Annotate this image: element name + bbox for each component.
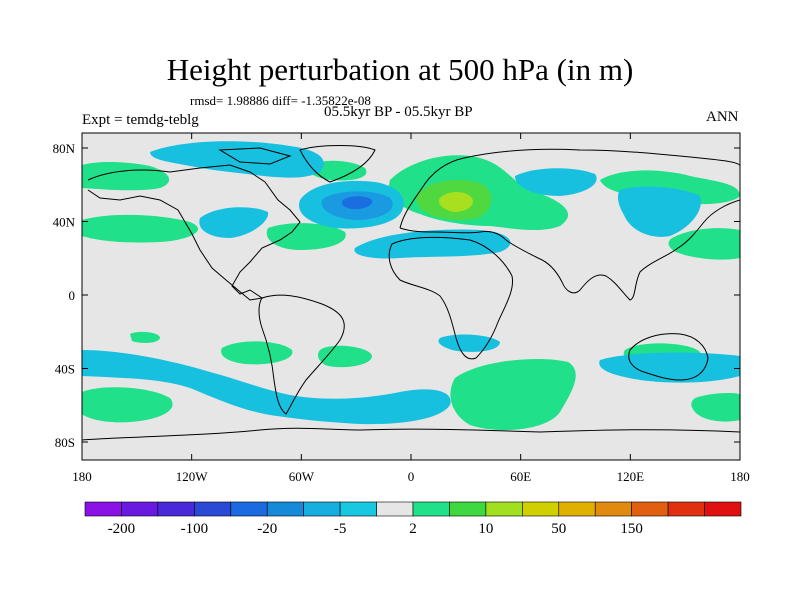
coastline-arctic-islands: [218, 147, 292, 165]
coastline-australia: [628, 333, 709, 381]
colorbar-label: -20: [257, 521, 277, 537]
colorbar-label: 2: [409, 521, 417, 537]
experiment-label: Expt = temdg-teblg: [82, 112, 199, 128]
lon-tick-label: 60E: [510, 469, 531, 484]
colorbar-swatch: [667, 501, 705, 517]
coastline-north-america: [87, 164, 301, 301]
colorbar-swatch: [84, 501, 122, 517]
positive-anomaly-region: [221, 341, 293, 365]
lon-tick-label: 120W: [176, 469, 209, 484]
lat-tick-label: 40N: [53, 215, 76, 230]
lon-tick-label: 180: [72, 469, 92, 484]
positive-anomaly-region: [450, 358, 576, 431]
colorbar-swatch: [449, 501, 487, 517]
lon-tick-label: 0: [408, 469, 415, 484]
colorbar-label: -100: [181, 521, 209, 537]
colorbar-label: -5: [334, 521, 347, 537]
positive-anomaly-region: [691, 393, 740, 422]
coastline-south-america: [258, 294, 345, 415]
season-label: ANN: [706, 109, 739, 125]
lat-tick-label: 80S: [55, 435, 75, 450]
positive-anomaly-region: [82, 387, 173, 423]
colorbar-swatch: [266, 501, 304, 517]
positive-anomaly-region: [668, 228, 740, 260]
coastline-eurasia: [399, 148, 740, 301]
lat-tick-label: 0: [69, 288, 76, 303]
colorbar-swatch: [558, 501, 596, 517]
coastline-greenland: [299, 145, 376, 183]
colorbar: -200 -100 -20 -5 2 10 50 150: [84, 501, 742, 537]
contour-fields: [82, 141, 740, 441]
negative-anomaly-core: [342, 196, 373, 210]
colorbar-label: 150: [620, 521, 643, 537]
latitude-axis: 80N 40N 0 40S 80S: [53, 141, 740, 450]
positive-anomaly-core: [438, 192, 473, 212]
negative-anomaly-region: [617, 186, 701, 237]
positive-anomaly-region: [130, 331, 160, 343]
colorbar-swatch: [376, 501, 414, 517]
negative-anomaly-region: [150, 141, 324, 178]
colorbar-swatch: [194, 501, 232, 517]
coastline-antarctica: [82, 427, 740, 441]
colorbar-swatch: [412, 501, 450, 517]
coastline-africa: [388, 236, 514, 360]
colorbar-swatch: [121, 501, 159, 517]
negative-anomaly-region: [82, 350, 451, 425]
colorbar-swatch: [631, 501, 669, 517]
colorbar-swatch: [485, 501, 523, 517]
positive-anomaly-region: [82, 214, 199, 243]
lon-tick-label: 60W: [289, 469, 315, 484]
negative-anomaly-region: [599, 352, 740, 383]
lon-tick-label: 180: [730, 469, 750, 484]
longitude-axis: 180 120W 60W 0 60E 120E 180: [72, 133, 750, 484]
lat-tick-label: 40S: [55, 362, 75, 377]
colorbar-label: 10: [478, 521, 493, 537]
colorbar-swatch: [303, 501, 341, 517]
colorbar-swatch: [704, 501, 742, 517]
lon-tick-label: 120E: [617, 469, 645, 484]
colorbar-swatch: [230, 501, 268, 517]
colorbar-label: 50: [551, 521, 566, 537]
colorbar-label: -200: [108, 521, 136, 537]
negative-anomaly-region: [354, 229, 511, 259]
stats-text: rmsd= 1.98886 diff= -1.35822e-08: [190, 93, 371, 108]
colorbar-swatch: [594, 501, 632, 517]
coastlines: [82, 145, 740, 441]
negative-anomaly-region: [515, 168, 597, 196]
negative-anomaly-region: [199, 207, 269, 238]
positive-anomaly-region: [82, 162, 170, 191]
colorbar-swatch: [522, 501, 560, 517]
map-title: Height perturbation at 500 hPa (in m): [166, 52, 634, 87]
colorbar-swatch: [157, 501, 195, 517]
positive-anomaly-region: [266, 223, 346, 250]
period-label: 05.5kyr BP - 05.5kyr BP: [324, 104, 473, 120]
lat-tick-label: 80N: [53, 141, 76, 156]
colorbar-swatch: [339, 501, 377, 517]
